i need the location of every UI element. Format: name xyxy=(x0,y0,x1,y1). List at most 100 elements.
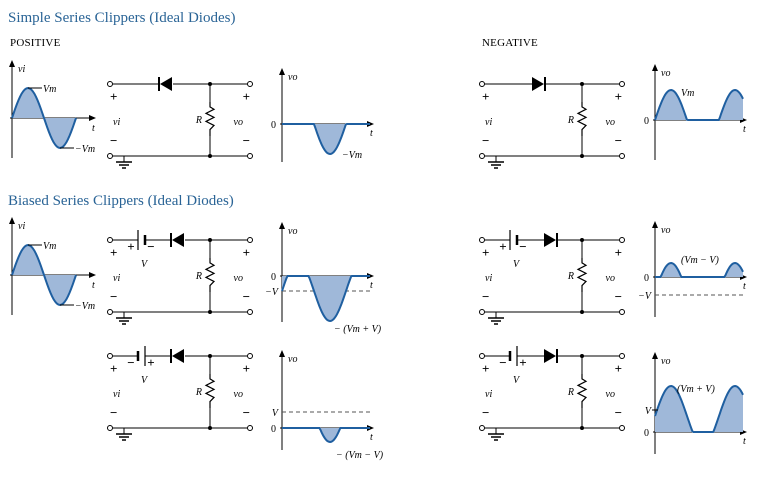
output-voltage-label: vo xyxy=(606,273,615,284)
input-terminal-bottom xyxy=(107,425,113,431)
vo-axis-label: vo xyxy=(288,72,297,83)
input-terminal-top xyxy=(479,237,485,243)
output-terminal-top xyxy=(247,81,253,87)
input-terminal-top xyxy=(107,237,113,243)
input-voltage-label: vi xyxy=(113,117,120,128)
output-terminal-bottom xyxy=(247,309,253,315)
vm-label: Vm xyxy=(43,84,56,95)
t-axis-label: t xyxy=(743,436,746,447)
biased-output-graph-2: vo t 0 −V (Vm − V) xyxy=(638,221,747,317)
y-axis-arrow xyxy=(9,217,15,224)
peak-label: (Vm + V) xyxy=(677,384,716,395)
output-terminal-top xyxy=(619,81,625,87)
output-plus: + xyxy=(615,89,622,104)
biased-clippers-title: Biased Series Clippers (Ideal Diodes) xyxy=(8,193,234,209)
input-terminal-top xyxy=(479,353,485,359)
t-axis-arrow xyxy=(367,425,374,431)
battery-v-label: V xyxy=(513,375,521,386)
t-axis-arrow xyxy=(367,121,374,127)
battery-plus-label: + xyxy=(499,239,506,254)
output-minus: − xyxy=(243,133,250,148)
battery-plus-label: + xyxy=(519,355,526,370)
output-terminal-top xyxy=(619,237,625,243)
output-plus: + xyxy=(615,361,622,376)
resistor-zigzag xyxy=(576,102,588,136)
resistor-label: R xyxy=(195,271,202,282)
t-axis-label: t xyxy=(370,280,373,291)
vo-axis-label: vo xyxy=(661,68,670,79)
negative-heading: NEGATIVE xyxy=(482,37,538,49)
resistor-label: R xyxy=(567,387,574,398)
output-terminal-top xyxy=(619,353,625,359)
resistor-zigzag xyxy=(576,374,588,408)
input-voltage-label: vi xyxy=(113,389,120,400)
battery-plus-label: + xyxy=(147,355,154,370)
input-voltage-label: vi xyxy=(485,273,492,284)
t-axis-label: t xyxy=(743,124,746,135)
resistor-label: R xyxy=(195,387,202,398)
input-terminal-bottom xyxy=(479,153,485,159)
clipped-fill xyxy=(282,124,370,154)
input-plus: + xyxy=(482,361,489,376)
t-axis-label: t xyxy=(92,280,95,291)
peak-label: (Vm − V) xyxy=(681,255,720,266)
output-terminal-bottom xyxy=(247,425,253,431)
zero-label: 0 xyxy=(644,273,649,284)
y-axis-arrow xyxy=(652,221,658,228)
input-voltage-label: vi xyxy=(485,389,492,400)
v-level-label: V xyxy=(272,408,280,419)
resistor-zigzag xyxy=(204,102,216,136)
input-terminal-top xyxy=(107,353,113,359)
clipped-waveform xyxy=(282,427,370,444)
neg-vm-label: −Vm xyxy=(75,301,95,312)
vi-axis-label: vi xyxy=(18,64,25,75)
positive-input-wave: vi t Vm −Vm xyxy=(9,60,96,158)
input-terminal-bottom xyxy=(479,309,485,315)
resistor-label: R xyxy=(195,115,202,126)
zero-label: 0 xyxy=(644,428,649,439)
output-voltage-label: vo xyxy=(606,117,615,128)
resistor-label: R xyxy=(567,115,574,126)
battery-minus-label: − xyxy=(147,239,154,254)
y-axis-arrow xyxy=(652,64,658,71)
negative-output-graph: vo t 0 Vm xyxy=(644,64,747,160)
t-axis-label: t xyxy=(370,128,373,139)
clipped-fill xyxy=(655,263,743,277)
biased-input-wave: vi t Vm −Vm xyxy=(9,217,96,315)
clipped-waveform xyxy=(655,261,744,278)
zero-label: 0 xyxy=(271,272,276,283)
input-terminal-top xyxy=(479,81,485,87)
neg-vm-label: −Vm xyxy=(75,144,95,155)
output-minus: − xyxy=(615,133,622,148)
sine-wave xyxy=(11,243,77,307)
input-terminal-bottom xyxy=(107,153,113,159)
y-axis-arrow xyxy=(279,222,285,229)
biased-circuit-1: + −V+−+−vi voR xyxy=(107,230,253,325)
zero-label: 0 xyxy=(271,424,276,435)
clipped-waveform xyxy=(654,384,744,433)
vm-label: Vm xyxy=(43,241,56,252)
output-minus: − xyxy=(243,405,250,420)
t-axis-arrow xyxy=(89,272,96,278)
output-terminal-top xyxy=(247,237,253,243)
output-voltage-label: vo xyxy=(606,389,615,400)
y-axis-arrow xyxy=(279,350,285,357)
peak-label: − (Vm − V) xyxy=(336,450,384,461)
battery-plus-label: + xyxy=(127,239,134,254)
zero-label: 0 xyxy=(271,120,276,131)
clipped-fill xyxy=(282,428,370,442)
resistor-zigzag xyxy=(204,258,216,292)
clipped-waveform xyxy=(281,275,370,323)
diode-symbol xyxy=(160,77,172,91)
vo-axis-label: vo xyxy=(288,354,297,365)
zero-label: 0 xyxy=(644,116,649,127)
vo-axis-label: vo xyxy=(288,226,297,237)
output-plus: + xyxy=(243,361,250,376)
resistor-zigzag xyxy=(576,258,588,292)
output-plus: + xyxy=(243,245,250,260)
input-voltage-label: vi xyxy=(485,117,492,128)
t-axis-arrow xyxy=(367,273,374,279)
peak-label: Vm xyxy=(681,88,694,99)
battery-minus-label: − xyxy=(127,355,134,370)
resistor-label: R xyxy=(567,271,574,282)
